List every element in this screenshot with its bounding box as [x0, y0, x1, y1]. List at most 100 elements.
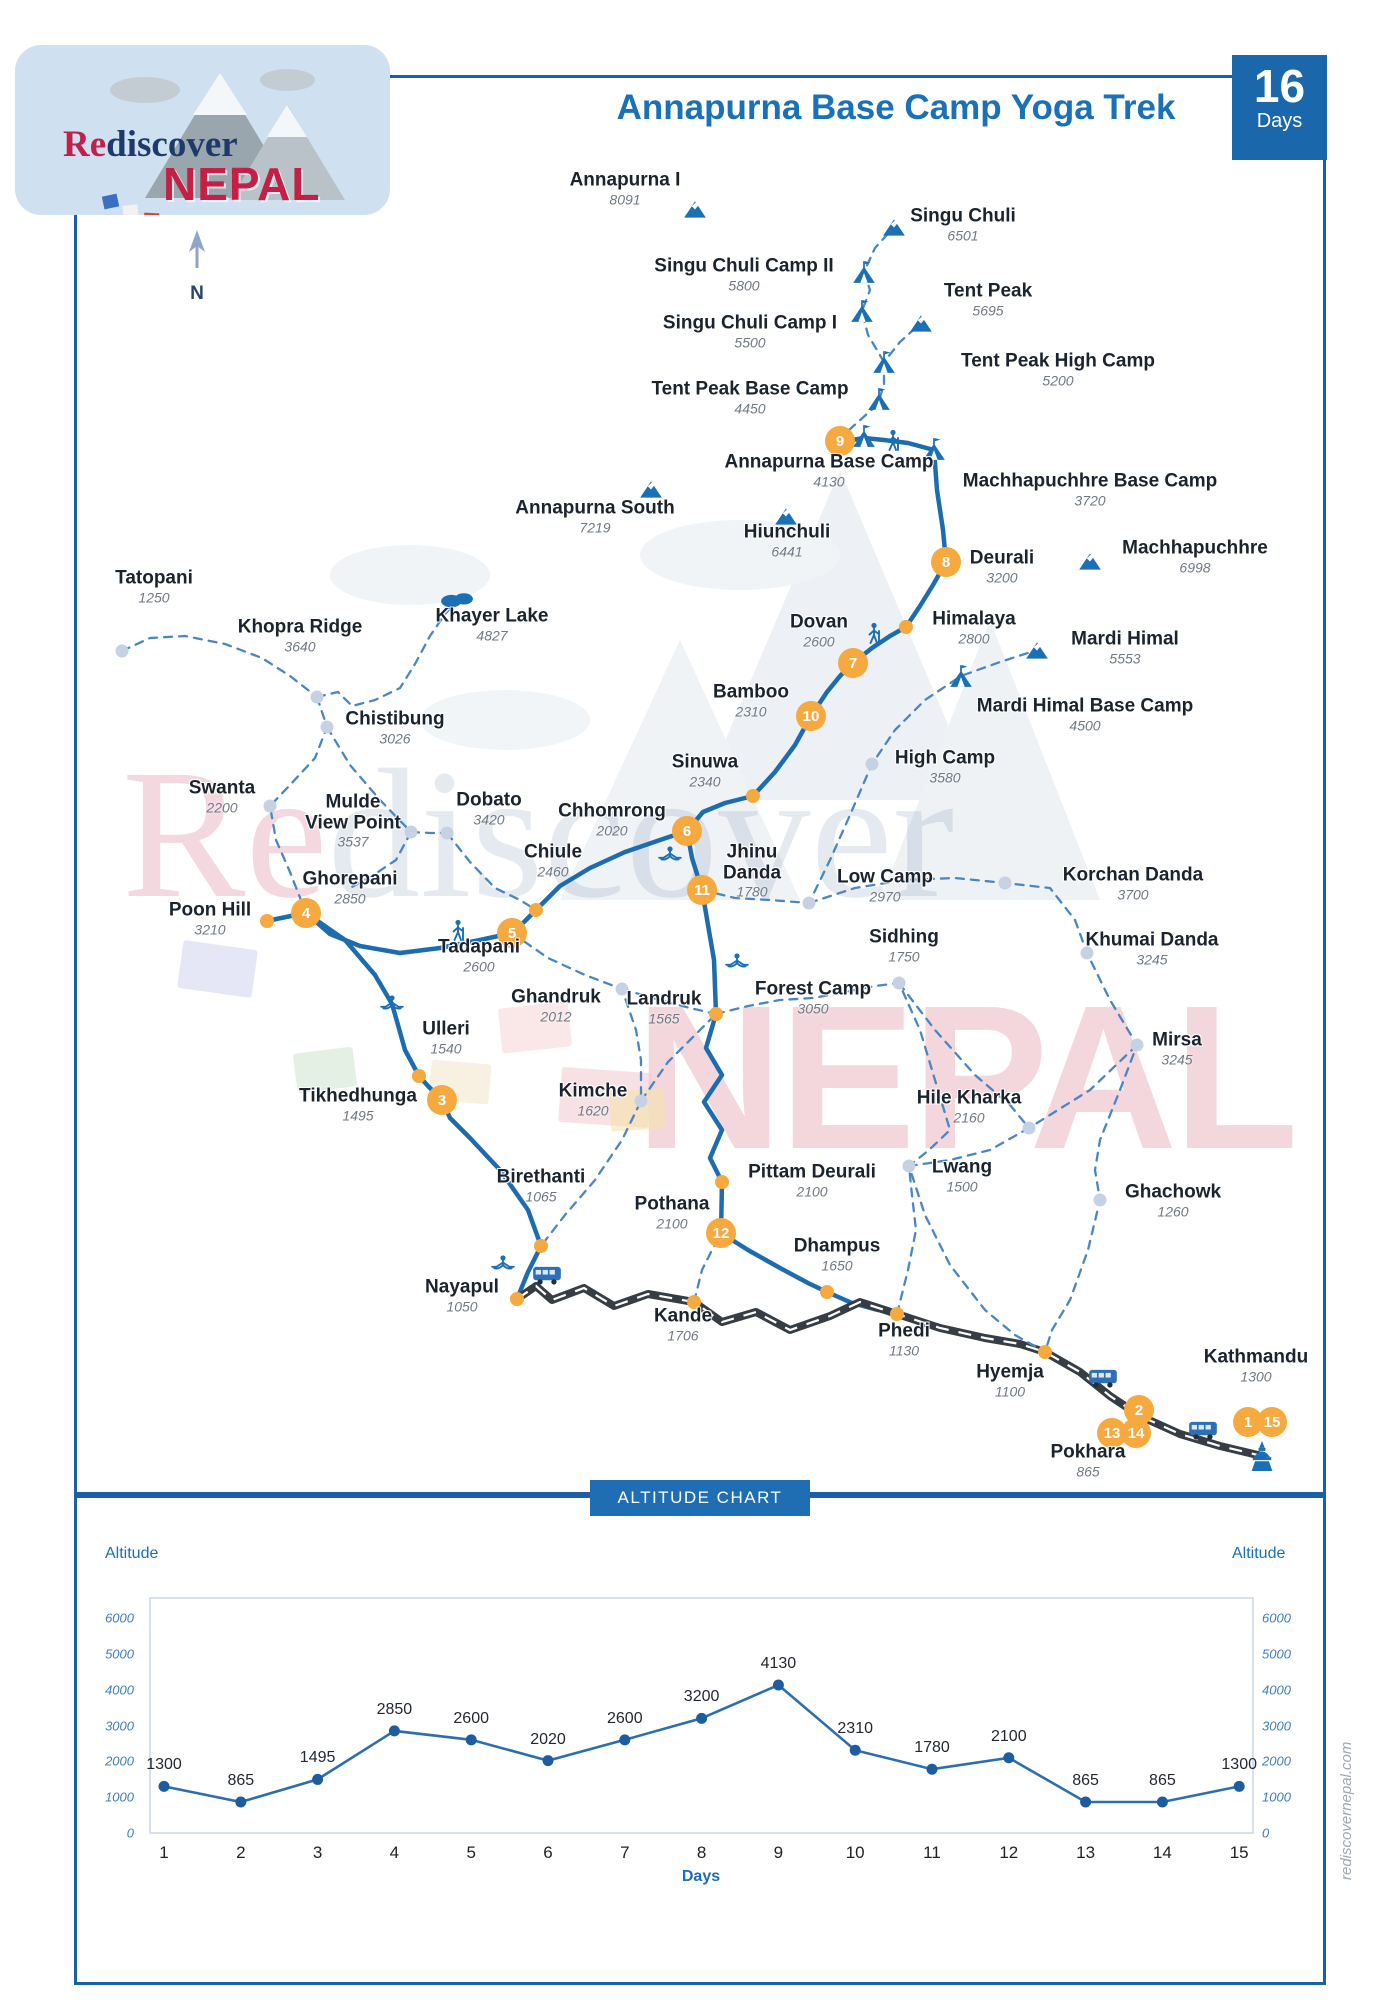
waypoint-dot: [899, 620, 913, 634]
waypoint-dot: [260, 914, 274, 928]
map-label-nayapul: Nayapul 1050: [425, 1276, 499, 1315]
place-name: Tadapani: [438, 936, 520, 958]
trip-days-value: 16: [1253, 60, 1306, 112]
logo: Rediscover NEPAL: [15, 45, 390, 215]
map-label-mardi-himal: Mardi Himal 5553: [1071, 628, 1179, 667]
place-name: Tent Peak: [943, 280, 1033, 302]
map-label-pittam-deurali: Pittam Deurali 2100: [748, 1161, 876, 1200]
place-altitude: 1650: [821, 1257, 853, 1274]
map-label-dhampus: Dhampus 1650: [794, 1236, 881, 1274]
place-altitude: 3245: [1161, 1051, 1193, 1068]
y-tick-right: 4000: [1262, 1682, 1291, 1698]
place-altitude: 2310: [735, 703, 767, 720]
map-label-hile-kharka: Hile Kharka 2160: [917, 1088, 1022, 1126]
map-label-high-camp: High Camp 3580: [894, 747, 996, 786]
place-altitude: 3700: [1117, 886, 1149, 903]
place-name: Nayapul: [425, 1276, 499, 1298]
tent-icon: [866, 387, 892, 411]
junction-dot: [1130, 1038, 1144, 1052]
map-label-jhinu-danda: Jhinu Danda 1780: [723, 842, 781, 899]
flag-patch: [177, 940, 258, 998]
north-arrow: N: [175, 228, 219, 305]
map-label-tatopani: Tatopani 1250: [115, 568, 193, 606]
place-altitude: 5553: [1109, 650, 1141, 667]
place-name: Chiule: [523, 841, 583, 863]
map-label-swanta: Swanta 2200: [188, 777, 256, 816]
place-name: Mardi Himal: [1071, 628, 1179, 650]
place-name: Mulde View Point: [305, 791, 401, 833]
place-altitude: 5200: [1042, 372, 1074, 389]
place-altitude: 3537: [337, 833, 369, 850]
chart-day-label: 10: [845, 1843, 865, 1862]
place-altitude: 5695: [972, 302, 1004, 319]
place-name: Tent Peak High Camp: [961, 350, 1155, 372]
junction-dot: [998, 876, 1012, 890]
chart-day-label: 7: [620, 1843, 630, 1862]
place-name: Dobato: [456, 789, 522, 811]
bus-icon: [1188, 1420, 1218, 1441]
bus-icon: [1088, 1368, 1118, 1389]
place-name: Lwang: [931, 1156, 993, 1178]
chart-value-label: 2850: [376, 1700, 413, 1718]
junction-dot: [310, 690, 324, 704]
bus-icon: [532, 1265, 562, 1286]
waypoint-dot: [709, 1007, 723, 1021]
place-name: Pittam Deurali: [748, 1161, 876, 1183]
trip-duration-badge: 16 Days: [1232, 55, 1327, 160]
place-name: Deurali: [969, 547, 1035, 569]
map-label-bamboo: Bamboo 2310: [713, 682, 789, 720]
tent-icon: [851, 424, 877, 448]
place-name: Sidhing: [869, 926, 939, 948]
prayer-flag: [122, 204, 139, 215]
chart-day-label: 2: [236, 1843, 246, 1862]
waypoint-dot: [746, 789, 760, 803]
place-altitude: 3200: [986, 569, 1018, 586]
map-label-poon-hill: Poon Hill 3210: [169, 900, 251, 938]
prayer-flag: [143, 212, 160, 215]
place-name: Pothana: [634, 1193, 710, 1215]
chart-value-label: 865: [1149, 1772, 1176, 1789]
chart-value-label: 865: [227, 1772, 255, 1789]
y-tick-left: 1000: [105, 1789, 134, 1805]
place-name: Dovan: [789, 611, 849, 633]
place-altitude: 5500: [734, 334, 766, 351]
place-name: Swanta: [188, 777, 256, 799]
place-name: High Camp: [894, 747, 996, 769]
place-altitude: 865: [1076, 1463, 1100, 1480]
place-altitude: 2600: [803, 633, 835, 650]
place-altitude: 7219: [579, 519, 611, 536]
map-label-singu-chuli-camp-i: Singu Chuli Camp I 5500: [663, 313, 837, 351]
mountain-icon: [682, 199, 708, 219]
place-name: Annapurna South: [515, 497, 675, 519]
tent-icon: [851, 260, 877, 284]
place-name: Tikhedhunga: [299, 1085, 417, 1107]
yoga-icon: [724, 952, 750, 970]
place-altitude: 1495: [342, 1107, 374, 1124]
place-altitude: 4500: [1069, 717, 1101, 734]
map-label-ulleri: Ulleri 1540: [422, 1019, 470, 1057]
place-altitude: 2200: [206, 799, 238, 816]
chart-value-label: 1495: [299, 1749, 336, 1767]
place-altitude: 2012: [540, 1008, 572, 1025]
place-altitude: 3210: [194, 921, 226, 938]
map-label-kimche: Kimche 1620: [559, 1081, 628, 1119]
y-tick-left: 0: [126, 1825, 134, 1841]
place-name: Ghorepani: [302, 868, 398, 890]
place-name: Landruk: [626, 988, 702, 1010]
map-label-low-camp: Low Camp 2970: [837, 867, 933, 905]
place-altitude: 1500: [946, 1178, 978, 1195]
y-tick-left: 2000: [105, 1753, 134, 1769]
chart-day-label: 6: [543, 1843, 553, 1862]
day-marker-12: 12: [706, 1218, 736, 1248]
place-name: Singu Chuli: [910, 205, 1016, 227]
y-tick-right: 3000: [1262, 1718, 1291, 1733]
place-altitude: 1540: [430, 1040, 462, 1057]
days-axis-label: Days: [681, 1868, 721, 1885]
place-altitude: 2340: [689, 773, 721, 790]
yoga-icon: [490, 1254, 516, 1272]
map-label-hiunchuli: Hiunchuli 6441: [744, 522, 831, 560]
logo-mountain-snow: [267, 105, 307, 137]
map-label-pothana: Pothana 2100: [634, 1193, 710, 1232]
place-altitude: 8091: [609, 191, 641, 208]
junction-dot: [892, 976, 906, 990]
